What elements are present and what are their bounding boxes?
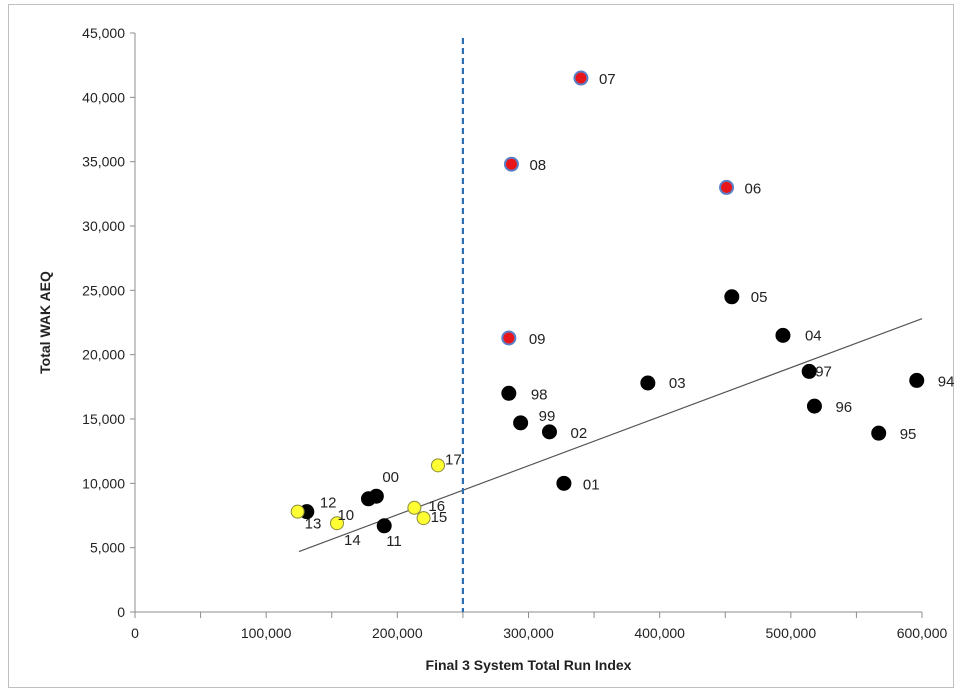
point-label-13: 13 [305,516,322,533]
y-tick-label: 5,000 [90,540,125,556]
point-label-08: 08 [529,157,546,174]
y-tick-label: 35,000 [82,154,125,170]
point-label-15: 15 [431,509,448,526]
point-label-16: 16 [428,498,445,515]
data-point-99 [513,415,529,431]
x-tick-label: 0 [131,625,139,641]
point-label-95: 95 [900,426,917,443]
x-tick-label: 200,000 [372,625,423,641]
data-point-09 [501,330,517,346]
point-label-99: 99 [539,408,556,425]
y-axis-title: Total WAK AEQ [37,271,53,374]
y-tick-label: 0 [117,604,125,620]
point-label-03: 03 [669,375,686,392]
data-point-96 [806,398,822,414]
point-label-94: 94 [938,373,955,390]
data-point-98 [501,385,517,401]
y-tick-label: 45,000 [82,25,125,41]
data-point-14 [329,516,344,531]
data-point-03 [640,375,656,391]
x-tick-label: 100,000 [241,625,292,641]
y-tick-label: 25,000 [82,282,125,298]
data-point-04 [775,327,791,343]
data-point-15 [416,511,431,526]
y-tick-label: 20,000 [82,347,125,363]
data-point-95 [871,425,887,441]
point-label-01: 01 [583,476,600,493]
data-point-94 [909,372,925,388]
point-label-09: 09 [529,331,546,348]
y-tick-label: 40,000 [82,89,125,105]
y-tick-label: 30,000 [82,218,125,234]
data-point-10 [360,491,376,507]
chart-frame [8,4,954,688]
point-label-97: 97 [815,363,832,380]
data-point-05 [724,289,740,305]
point-label-06: 06 [745,180,762,197]
data-point-16 [407,500,422,515]
y-tick-label: 10,000 [82,475,125,491]
point-label-14: 14 [344,532,361,549]
x-tick-label: 600,000 [897,625,948,641]
data-point-07 [573,70,589,86]
point-label-96: 96 [835,399,852,416]
point-label-04: 04 [805,327,822,344]
x-tick-label: 300,000 [503,625,554,641]
data-point-02 [541,424,557,440]
data-point-13 [290,504,305,519]
x-tick-label: 500,000 [766,625,817,641]
data-point-06 [719,179,735,195]
y-tick-label: 15,000 [82,411,125,427]
point-label-07: 07 [599,71,616,88]
data-point-08 [503,156,519,172]
x-tick-label: 400,000 [634,625,685,641]
point-label-12: 12 [320,495,337,512]
point-label-00: 00 [382,469,399,486]
point-label-02: 02 [570,425,587,442]
data-point-97 [801,363,817,379]
trendline [298,318,923,553]
data-point-17 [430,458,445,473]
point-label-11: 11 [386,533,402,550]
point-label-10: 10 [337,507,354,524]
x-axis-title: Final 3 System Total Run Index [426,657,632,673]
point-label-98: 98 [531,386,548,403]
data-point-01 [556,475,572,491]
data-point-11 [376,518,392,534]
point-label-05: 05 [751,289,768,306]
point-label-17: 17 [445,451,462,468]
